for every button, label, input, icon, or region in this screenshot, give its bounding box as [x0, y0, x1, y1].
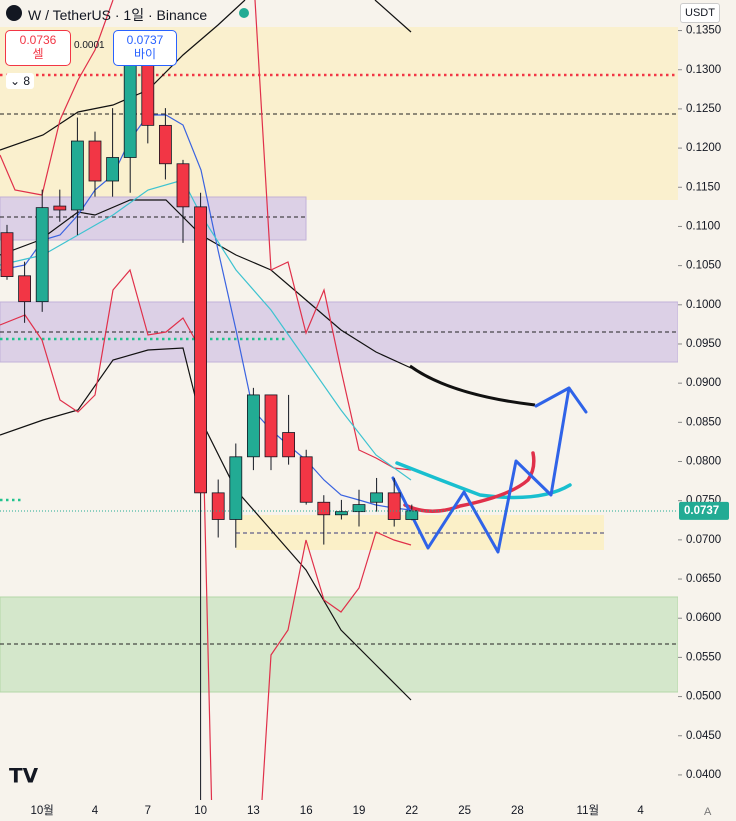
candle-body — [229, 456, 243, 520]
candle-body — [18, 275, 32, 303]
currency-button[interactable]: USDT — [680, 3, 720, 23]
candle-body — [106, 157, 119, 182]
x-tick-label: 4 — [92, 805, 99, 817]
candle-body — [317, 501, 331, 516]
y-tick-label: 0.0500 — [686, 691, 721, 703]
candle-body — [211, 492, 225, 520]
last-price-label: 0.0737 — [684, 505, 719, 517]
status-dot — [239, 8, 249, 18]
y-tick-label: 0.0700 — [686, 534, 721, 546]
candle-body — [123, 59, 137, 158]
auto-scale[interactable]: A — [704, 806, 712, 818]
y-tick-label: 0.0600 — [686, 612, 721, 624]
y-tick-label: 0.1300 — [686, 64, 721, 76]
candle-body — [88, 140, 102, 182]
sell-button[interactable]: 0.0736 셀 — [5, 30, 71, 66]
candle-body — [35, 207, 49, 303]
sell-price: 0.0736 — [19, 33, 57, 47]
y-tick-label: 0.1150 — [686, 181, 720, 193]
y-tick-label: 0.1250 — [686, 103, 721, 115]
x-tick-label: 7 — [145, 805, 151, 817]
price-axis — [678, 0, 736, 821]
candle-body — [334, 511, 348, 516]
y-tick-label: 0.0550 — [686, 651, 721, 663]
x-tick-label: 25 — [458, 805, 471, 817]
y-tick-label: 0.1050 — [686, 260, 721, 272]
y-tick-label: 0.0450 — [686, 730, 721, 742]
x-tick-label: 16 — [300, 805, 313, 817]
candle-body — [0, 232, 14, 277]
y-tick-label: 0.1000 — [686, 299, 721, 311]
indicator-toggle[interactable]: ⌄ 8 — [6, 73, 35, 89]
x-tick-label: 19 — [353, 805, 366, 817]
x-tick-label: 10 — [194, 805, 207, 817]
y-tick-label: 0.0900 — [686, 377, 721, 389]
buy-price: 0.0737 — [126, 33, 164, 47]
candle-body — [387, 492, 401, 520]
x-tick-label: 28 — [511, 805, 524, 817]
time-axis — [0, 800, 736, 821]
candle-body — [299, 456, 313, 503]
x-tick-label: 13 — [247, 805, 260, 817]
candle-body — [158, 124, 172, 165]
candle-body — [264, 394, 278, 458]
x-tick-label: 4 — [637, 805, 644, 817]
y-tick-label: 0.0800 — [686, 456, 721, 468]
candle-body — [282, 432, 296, 458]
zones — [0, 27, 679, 693]
symbol-title: W / TetherUS · 1일 · Binance — [28, 7, 208, 23]
spread: 0.0001 — [74, 40, 105, 51]
logo: 𝗧𝗩 — [9, 765, 39, 787]
buy-button[interactable]: 0.0737 바이 — [113, 30, 177, 66]
x-tick-label: 22 — [405, 805, 418, 817]
indicator-count: 8 — [23, 74, 31, 88]
y-tick-label: 0.1350 — [686, 25, 721, 37]
x-tick-label: 11월 — [577, 804, 600, 817]
y-tick-label: 0.0400 — [686, 769, 721, 781]
y-tick-label: 0.0950 — [686, 338, 721, 350]
buy-label: 바이 — [133, 47, 157, 61]
symbol-icon — [6, 5, 22, 21]
candle-body — [405, 510, 419, 520]
candle-body — [194, 206, 208, 494]
sell-label: 셀 — [32, 47, 44, 61]
y-tick-label: 0.1100 — [686, 220, 720, 232]
candle-body — [370, 492, 384, 503]
candle-body — [246, 394, 260, 458]
x-tick-label: 10월 — [31, 804, 54, 817]
candle-body — [71, 140, 84, 211]
candle-body — [176, 163, 190, 208]
y-tick-label: 0.0650 — [686, 573, 721, 585]
candles — [0, 39, 419, 800]
y-tick-label: 0.0850 — [686, 416, 721, 428]
y-tick-label: 0.1200 — [686, 142, 721, 154]
candle-body — [141, 64, 155, 126]
candle-body — [53, 205, 67, 211]
last-price-tag — [679, 501, 729, 520]
candle-body — [352, 504, 366, 513]
